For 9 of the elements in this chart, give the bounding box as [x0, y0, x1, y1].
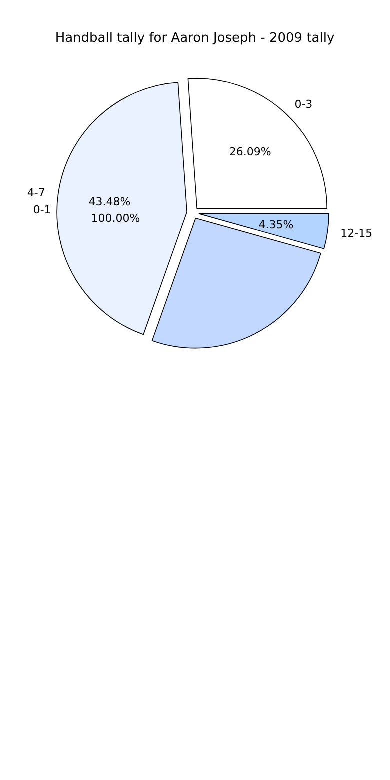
data-label: 26.09% [229, 145, 272, 158]
text: 100.00% [91, 212, 140, 226]
slice-label: 4-7 [27, 186, 46, 200]
slice-label: 12-15 [340, 227, 373, 240]
data-label: 43.48% [88, 195, 131, 208]
data-label: 4.35% [258, 218, 294, 232]
chart-title: Handball tally for Aaron Joseph - 2009 tally [55, 31, 335, 46]
slice-label: 0-3 [294, 98, 313, 111]
text: 0-1 [33, 203, 52, 216]
